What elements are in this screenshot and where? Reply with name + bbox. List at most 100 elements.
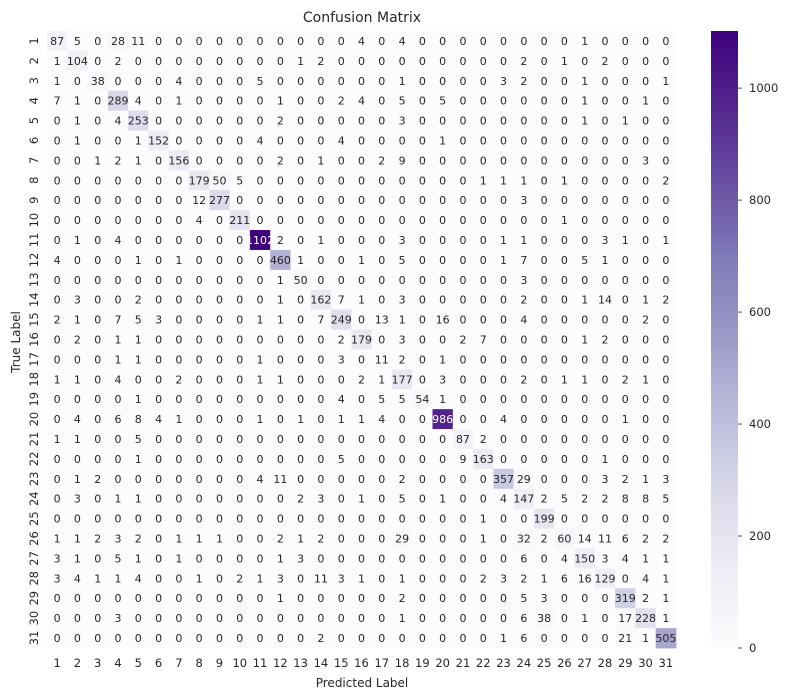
heatmap-cell bbox=[655, 190, 677, 211]
cell-value: 0 bbox=[257, 433, 264, 446]
heatmap-cell bbox=[594, 468, 616, 490]
heatmap-cell bbox=[189, 628, 210, 649]
cell-value: 0 bbox=[419, 592, 426, 605]
cell-value: 2 bbox=[581, 493, 588, 506]
heatmap-cell bbox=[168, 548, 190, 569]
heatmap-cell bbox=[554, 488, 575, 510]
cell-value: 7 bbox=[115, 314, 122, 327]
cell-value: 5 bbox=[439, 95, 446, 108]
cell-value: 0 bbox=[520, 95, 527, 108]
cell-value: 0 bbox=[581, 453, 588, 466]
cell-value: 1 bbox=[196, 572, 203, 585]
cell-value: 1 bbox=[480, 174, 487, 187]
cell-value: 0 bbox=[662, 254, 669, 267]
cell-value: 0 bbox=[419, 552, 426, 565]
heatmap-cell bbox=[635, 389, 657, 410]
cell-value: 357 bbox=[493, 473, 514, 486]
cell-value: 0 bbox=[236, 75, 243, 88]
cell-value: 0 bbox=[520, 115, 527, 128]
heatmap-cell bbox=[635, 31, 657, 52]
heatmap-cell bbox=[290, 210, 312, 231]
heatmap-cell bbox=[371, 90, 393, 112]
chart-title: Confusion Matrix bbox=[303, 10, 421, 26]
heatmap-cell bbox=[655, 289, 677, 311]
heatmap-cell bbox=[533, 349, 555, 370]
heatmap-cell bbox=[574, 230, 596, 251]
y-tick-label: 29 bbox=[27, 591, 41, 606]
y-tick-label: 11 bbox=[27, 233, 41, 248]
cell-value: 0 bbox=[500, 35, 507, 48]
cell-value: 3 bbox=[74, 294, 81, 307]
cell-value: 0 bbox=[94, 95, 101, 108]
cell-value: 7 bbox=[520, 254, 527, 267]
cell-value: 0 bbox=[257, 174, 264, 187]
cell-value: 0 bbox=[236, 453, 243, 466]
heatmap-cell bbox=[391, 588, 413, 609]
heatmap-cell bbox=[47, 190, 68, 211]
heatmap-cell bbox=[391, 548, 413, 569]
cell-value: 2 bbox=[520, 294, 527, 307]
heatmap-cell bbox=[655, 110, 677, 131]
cell-value: 1 bbox=[358, 294, 365, 307]
cell-value: 0 bbox=[338, 493, 345, 506]
heatmap-cell bbox=[249, 488, 271, 510]
heatmap-cell bbox=[168, 528, 190, 549]
heatmap-cell bbox=[168, 31, 190, 52]
cell-value: 0 bbox=[135, 174, 142, 187]
cell-value: 0 bbox=[338, 473, 345, 486]
heatmap-cell bbox=[493, 90, 515, 112]
heatmap-cell bbox=[615, 508, 636, 529]
cell-value: 0 bbox=[500, 314, 507, 327]
heatmap-cell bbox=[412, 448, 433, 470]
heatmap-cell bbox=[67, 508, 88, 529]
heatmap-cell bbox=[412, 568, 433, 589]
cell-value: 0 bbox=[419, 154, 426, 167]
cell-value: 2 bbox=[94, 473, 101, 486]
cell-value: 0 bbox=[480, 194, 487, 207]
cell-value: 0 bbox=[622, 174, 629, 187]
cell-value: 0 bbox=[338, 154, 345, 167]
x-tick-label: 27 bbox=[577, 656, 592, 670]
x-tick-label: 8 bbox=[196, 656, 203, 670]
heatmap-cell bbox=[594, 568, 616, 589]
heatmap-cell bbox=[655, 90, 677, 112]
cell-value: 0 bbox=[216, 473, 223, 486]
cell-value: 0 bbox=[115, 513, 122, 526]
x-tick-label: 11 bbox=[253, 656, 268, 670]
cell-value: 0 bbox=[439, 234, 446, 247]
heatmap-cell bbox=[412, 528, 433, 549]
cell-value: 228 bbox=[635, 612, 656, 625]
cell-value: 3 bbox=[541, 592, 548, 605]
cell-value: 0 bbox=[54, 274, 61, 287]
cell-value: 87 bbox=[50, 35, 64, 48]
heatmap-cell bbox=[371, 70, 393, 92]
cell-value: 460 bbox=[270, 254, 291, 267]
cell-value: 0 bbox=[561, 473, 568, 486]
heatmap-cell bbox=[67, 488, 88, 510]
heatmap-cell bbox=[310, 628, 332, 649]
heatmap-cell bbox=[574, 329, 596, 350]
cell-value: 0 bbox=[175, 353, 182, 366]
cell-value: 0 bbox=[175, 35, 182, 48]
heatmap-cell-labels: 87 5 0 28 11 0 0 0 0 0 0 0 0 0 0 4 0 4 0 0 0 0 0 0 0 0 1 0 0 0 01 104 0 2… bbox=[50, 35, 676, 645]
cell-value: 5 bbox=[257, 75, 264, 88]
heatmap-cell bbox=[351, 448, 373, 470]
heatmap-cell bbox=[189, 548, 210, 569]
heatmap-cell bbox=[67, 249, 88, 271]
cell-value: 3 bbox=[338, 572, 345, 585]
cell-value: 1 bbox=[662, 234, 669, 247]
cell-value: 0 bbox=[378, 234, 385, 247]
heatmap-cell bbox=[554, 628, 575, 649]
cell-value: 0 bbox=[155, 294, 162, 307]
heatmap-cell bbox=[189, 269, 210, 291]
heatmap-cell bbox=[452, 249, 474, 271]
cell-value: 0 bbox=[622, 254, 629, 267]
heatmap-cell bbox=[310, 468, 332, 490]
heatmap-cell bbox=[432, 369, 454, 390]
heatmap-cell bbox=[452, 230, 474, 251]
cell-value: 0 bbox=[480, 214, 487, 227]
heatmap-cell bbox=[107, 488, 129, 510]
cell-value: 1 bbox=[216, 533, 223, 546]
heatmap-cell bbox=[310, 409, 332, 430]
heatmap-cell bbox=[533, 210, 555, 231]
